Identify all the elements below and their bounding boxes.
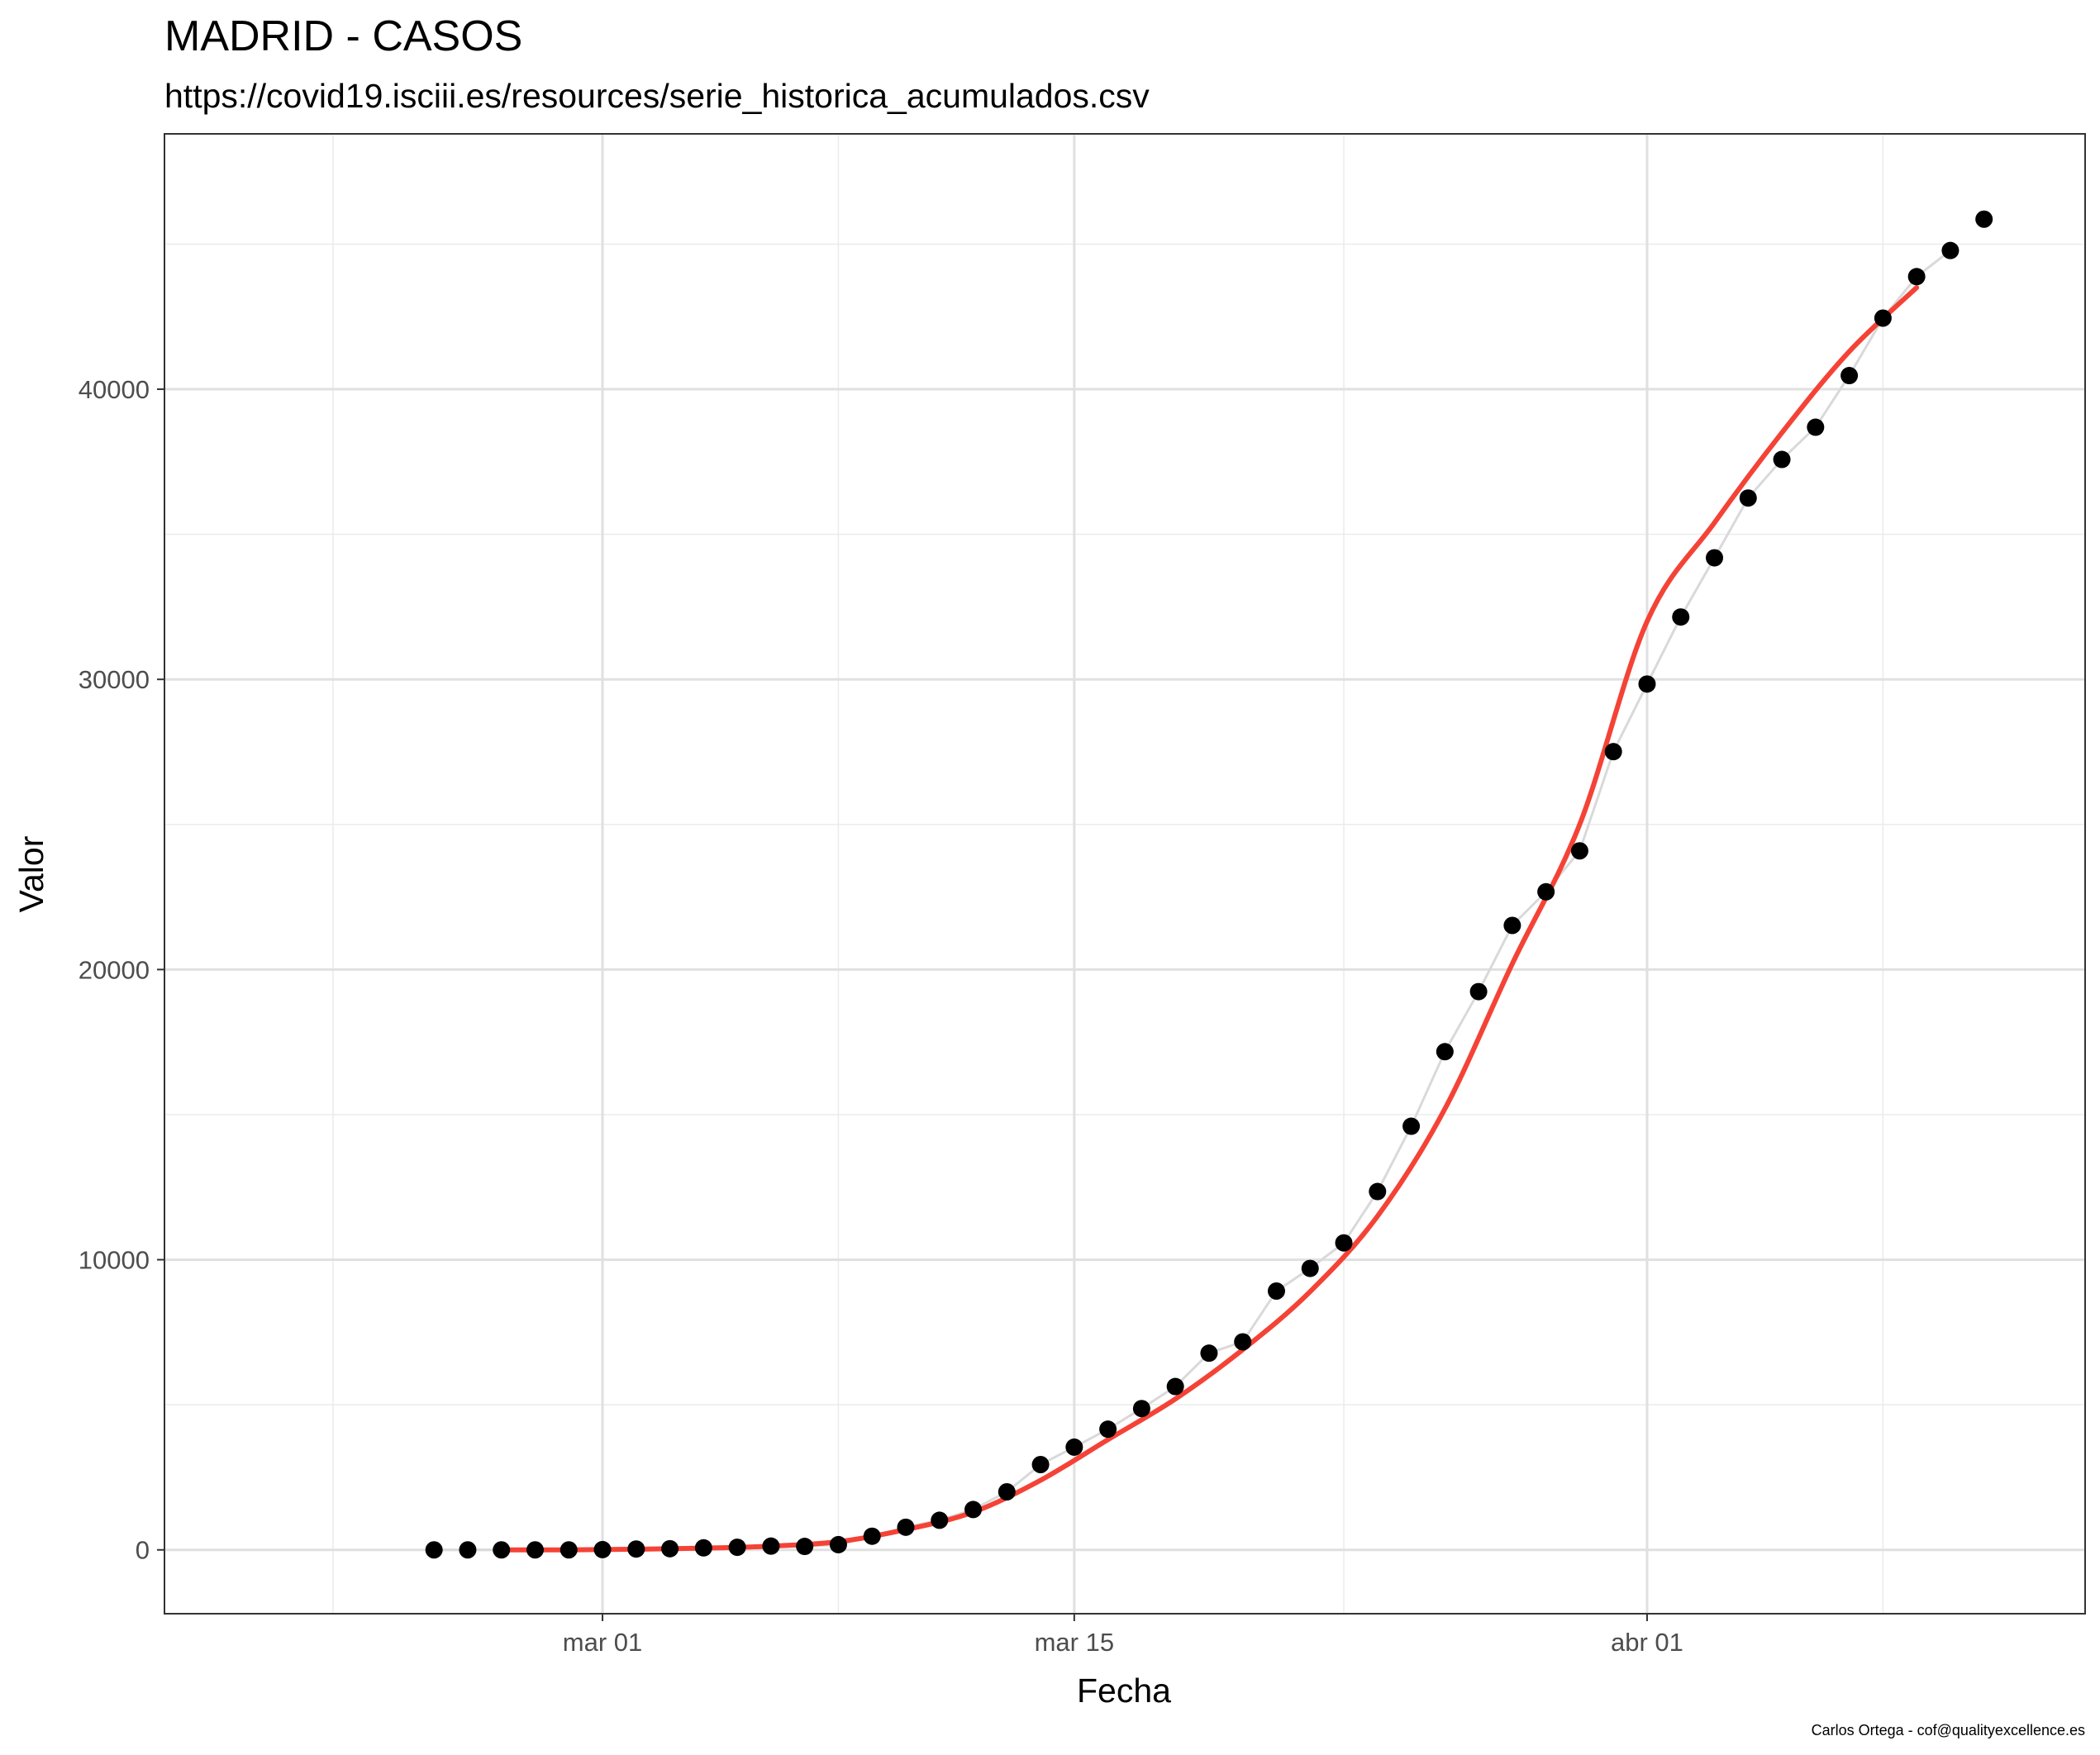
- data-point: [897, 1518, 915, 1536]
- data-point: [1369, 1182, 1387, 1201]
- data-point: [1537, 882, 1555, 901]
- data-point: [1874, 309, 1892, 327]
- panel-border: [164, 133, 2086, 1615]
- data-point: [796, 1538, 814, 1556]
- chart-caption: Carlos Ortega - cof@qualityexcellence.es: [1812, 1722, 2085, 1738]
- data-point: [998, 1483, 1016, 1501]
- data-point: [1672, 608, 1690, 626]
- data-point: [1907, 268, 1926, 286]
- data-point: [1234, 1333, 1252, 1351]
- data-point: [762, 1537, 780, 1555]
- y-axis-title: Valor: [12, 836, 50, 913]
- data-point: [931, 1511, 949, 1529]
- data-point: [1402, 1117, 1421, 1135]
- data-point: [1267, 1282, 1285, 1300]
- x-axis: mar 01 mar 15 abr 01: [563, 1614, 1683, 1657]
- data-point: [1604, 743, 1622, 761]
- data-point: [1570, 842, 1588, 860]
- data-point: [1807, 418, 1825, 436]
- data-point: [627, 1540, 645, 1558]
- x-tick-label: mar 01: [563, 1628, 642, 1657]
- y-axis: 0 10000 20000 30000 40000: [79, 375, 164, 1565]
- data-point: [728, 1539, 746, 1557]
- chart-subtitle: https://covid19.isciii.es/resources/seri…: [164, 77, 1150, 115]
- y-tick-label: 10000: [79, 1246, 150, 1275]
- data-point: [1200, 1344, 1218, 1363]
- data-point: [1469, 982, 1488, 1001]
- data-point: [425, 1541, 443, 1559]
- data-point: [1065, 1438, 1083, 1456]
- x-axis-title: Fecha: [1077, 1672, 1171, 1710]
- x-tick-label: mar 15: [1035, 1628, 1114, 1657]
- major-gridlines: [164, 134, 2085, 1614]
- y-tick-label: 0: [136, 1536, 150, 1565]
- minor-gridlines: [164, 134, 2085, 1614]
- data-point: [1099, 1420, 1117, 1439]
- data-point: [526, 1541, 544, 1559]
- y-tick-label: 40000: [79, 375, 150, 404]
- data-point: [593, 1540, 612, 1558]
- data-points: [425, 210, 1993, 1559]
- data-point: [1840, 367, 1859, 385]
- data-point: [1436, 1043, 1454, 1061]
- data-point: [1739, 489, 1757, 507]
- data-point: [1638, 675, 1656, 693]
- data-point: [694, 1539, 712, 1557]
- data-point: [964, 1501, 983, 1519]
- data-point: [863, 1527, 881, 1545]
- data-point: [1773, 450, 1791, 468]
- y-tick-label: 20000: [79, 955, 150, 984]
- data-point: [1031, 1455, 1050, 1473]
- data-point: [1132, 1400, 1150, 1418]
- data-point: [1301, 1259, 1319, 1277]
- data-point: [493, 1541, 511, 1559]
- data-point: [560, 1541, 578, 1559]
- data-point: [1706, 549, 1724, 567]
- data-point: [829, 1535, 847, 1553]
- data-point: [1503, 916, 1521, 935]
- y-tick-label: 30000: [79, 665, 150, 694]
- data-point: [1975, 210, 1993, 228]
- data-point: [459, 1541, 477, 1559]
- data-point: [1335, 1234, 1353, 1252]
- plot-panel: [164, 134, 2085, 1614]
- data-point: [661, 1539, 679, 1558]
- x-tick-label: abr 01: [1611, 1628, 1683, 1657]
- data-point: [1166, 1377, 1184, 1396]
- data-point: [1941, 241, 1960, 259]
- chart-title: MADRID - CASOS: [164, 12, 522, 60]
